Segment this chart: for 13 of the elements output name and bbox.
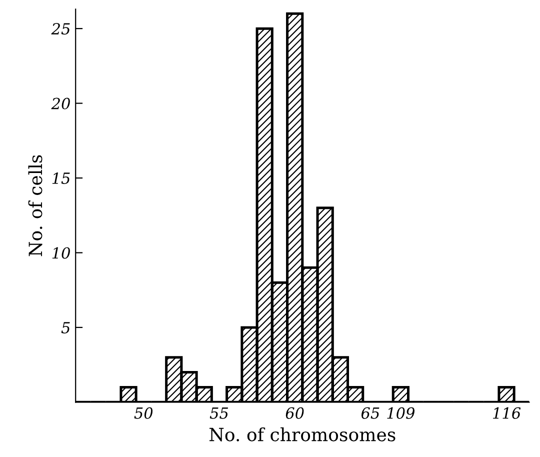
x-tick-label: 116	[493, 407, 521, 419]
x-tick-label: 60	[286, 407, 304, 419]
y-tick-label: 5	[61, 322, 70, 334]
y-tick-label: 10	[52, 247, 70, 259]
y-axis-title: No. of cells	[28, 155, 42, 256]
x-tick-label: 55	[210, 407, 228, 419]
y-tick-label: 25	[51, 23, 70, 35]
y-tick-label: 15	[52, 172, 70, 184]
y-tick-label: 20	[51, 98, 70, 110]
x-tick-label: 65	[361, 407, 380, 419]
x-axis-title: No. of chromosomes	[210, 427, 396, 442]
x-tick-label: 50	[134, 407, 153, 419]
x-tick-label: 109	[387, 407, 415, 419]
